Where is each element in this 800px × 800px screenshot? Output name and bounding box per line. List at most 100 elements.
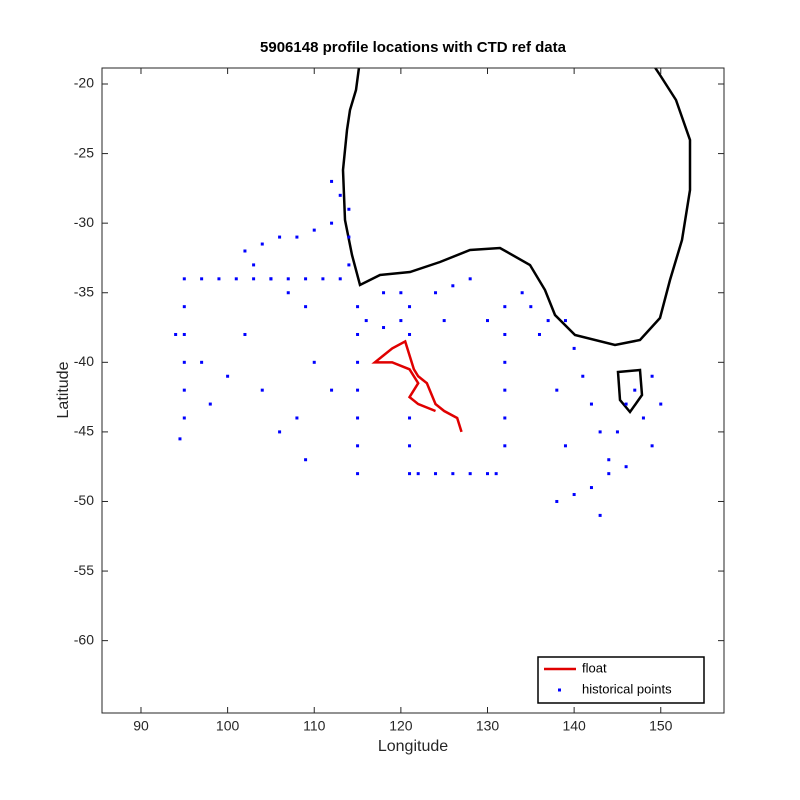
historical-point: [598, 513, 602, 517]
x-tick-label: 150: [649, 718, 673, 734]
historical-point: [356, 416, 360, 420]
historical-point: [555, 388, 559, 392]
y-tick-label: -30: [74, 214, 94, 230]
historical-point: [408, 416, 412, 420]
historical-point: [468, 472, 472, 476]
historical-point: [260, 388, 264, 392]
historical-point: [356, 360, 360, 364]
tasmania: [616, 368, 644, 415]
historical-point: [356, 332, 360, 336]
historical-point: [503, 360, 507, 364]
historical-point: [520, 291, 524, 295]
historical-point: [572, 346, 576, 350]
historical-point: [589, 402, 593, 406]
historical-point: [399, 291, 403, 295]
historical-point: [278, 430, 282, 434]
historical-point: [537, 332, 541, 336]
plot-frame: [101, 67, 725, 714]
historical-point: [182, 277, 186, 281]
historical-point: [330, 388, 334, 392]
historical-point: [269, 277, 273, 281]
historical-point: [312, 360, 316, 364]
historical-point: [200, 277, 204, 281]
historical-point: [494, 472, 498, 476]
y-tick-label: -50: [74, 492, 94, 508]
historical-point: [330, 179, 334, 183]
historical-point: [581, 374, 585, 378]
historical-point: [408, 444, 412, 448]
historical-point: [174, 332, 178, 336]
historical-point: [347, 207, 351, 211]
y-tick-label: -40: [74, 353, 94, 369]
historical-point: [529, 305, 533, 309]
historical-point: [252, 263, 256, 267]
legend-label: historical points: [582, 681, 672, 696]
historical-point: [572, 493, 576, 497]
historical-point: [503, 388, 507, 392]
historical-point: [356, 472, 360, 476]
y-tick-label: -25: [74, 144, 94, 160]
historical-point: [182, 388, 186, 392]
historical-point: [295, 235, 299, 239]
historical-point: [182, 305, 186, 309]
legend-box: [537, 656, 705, 704]
historical-point: [338, 277, 342, 281]
historical-point: [451, 472, 455, 476]
historical-point: [486, 319, 490, 323]
y-tick-label: -35: [74, 283, 94, 299]
historical-point: [641, 416, 645, 420]
x-tick-label: 100: [216, 718, 240, 734]
x-tick-label: 140: [562, 718, 586, 734]
historical-point: [330, 221, 334, 225]
chart-title: 5906148 profile locations with CTD ref d…: [260, 39, 567, 56]
historical-point: [252, 277, 256, 281]
historical-point: [434, 291, 438, 295]
historical-point: [338, 193, 342, 197]
historical-point: [503, 305, 507, 309]
historical-point: [503, 444, 507, 448]
historical-point: [624, 402, 628, 406]
historical-point: [607, 472, 611, 476]
historical-point: [226, 374, 230, 378]
x-tick-label: 120: [389, 718, 413, 734]
historical-point: [408, 305, 412, 309]
historical-point: [434, 472, 438, 476]
historical-point: [382, 326, 386, 330]
historical-point: [659, 402, 663, 406]
historical-point: [451, 284, 455, 288]
historical-point: [546, 319, 550, 323]
historical-point: [304, 277, 308, 281]
historical-point: [503, 332, 507, 336]
historical-point: [260, 242, 264, 246]
marks: [174, 179, 663, 517]
historical-point: [607, 458, 611, 462]
historical-point: [304, 458, 308, 462]
legend-label: float: [582, 660, 607, 675]
historical-point: [312, 228, 316, 232]
historical-point: [563, 444, 567, 448]
historical-point: [182, 416, 186, 420]
float-track: [371, 339, 463, 433]
historical-point: [633, 388, 637, 392]
historical-point: [295, 416, 299, 420]
historical-point: [347, 235, 351, 239]
historical-point: [615, 430, 619, 434]
historical-point: [286, 277, 290, 281]
historical-point: [408, 472, 412, 476]
historical-point: [234, 277, 238, 281]
x-tick-label: 110: [303, 718, 326, 734]
historical-point: [356, 444, 360, 448]
y-tick-label: -20: [74, 75, 94, 91]
historical-point: [356, 388, 360, 392]
historical-point: [442, 319, 446, 323]
historical-point: [243, 332, 247, 336]
historical-point: [243, 249, 247, 253]
historical-point: [650, 374, 654, 378]
historical-point: [598, 430, 602, 434]
mainland: [341, 68, 692, 347]
historical-point: [217, 277, 221, 281]
historical-point: [416, 472, 420, 476]
historical-point: [382, 291, 386, 295]
historical-point: [364, 319, 368, 323]
